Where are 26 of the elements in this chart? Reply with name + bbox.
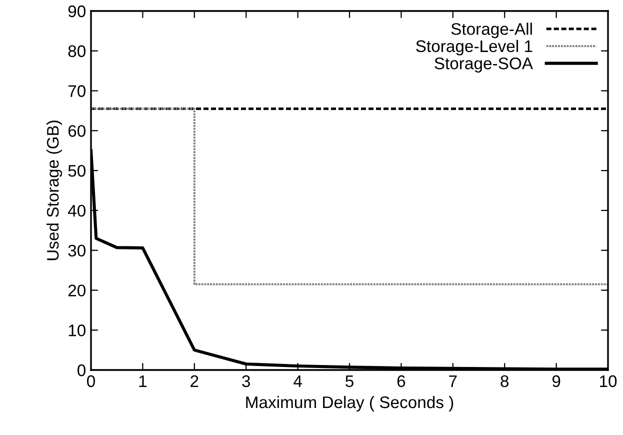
y-axis-title: Used Storage (GB) <box>46 120 62 260</box>
x-tick-label: 0 <box>87 375 95 388</box>
y-tick-label: 10 <box>68 324 86 336</box>
x-tick-label: 3 <box>242 375 250 388</box>
x-tick-label: 8 <box>500 375 509 388</box>
y-tick-label: 90 <box>68 5 86 18</box>
y-tick-label: 0 <box>78 364 86 376</box>
x-tick-label: 7 <box>449 375 457 387</box>
x-tick-label: 5 <box>346 375 354 388</box>
legend-label: Storage-Level 1 <box>416 40 532 56</box>
x-tick-label: 1 <box>139 375 147 387</box>
x-tick-label: 2 <box>190 375 198 387</box>
y-tick-label: 60 <box>68 125 86 137</box>
x-tick-label: 4 <box>294 375 302 387</box>
x-tick-label: 6 <box>397 375 406 388</box>
y-tick-label: 40 <box>68 204 86 217</box>
y-tick-label: 70 <box>68 85 86 97</box>
y-tick-label: 20 <box>68 284 86 296</box>
x-tick-label: 9 <box>552 375 560 388</box>
y-tick-label: 80 <box>68 45 86 58</box>
legend-label: Storage-All <box>451 22 532 38</box>
x-axis-title: Maximum Delay ( Seconds ) <box>246 396 454 412</box>
y-tick-label: 30 <box>68 244 86 257</box>
y-tick-label: 50 <box>68 164 86 177</box>
x-tick-label: 10 <box>600 375 617 388</box>
legend-label: Storage-SOA <box>434 58 533 73</box>
